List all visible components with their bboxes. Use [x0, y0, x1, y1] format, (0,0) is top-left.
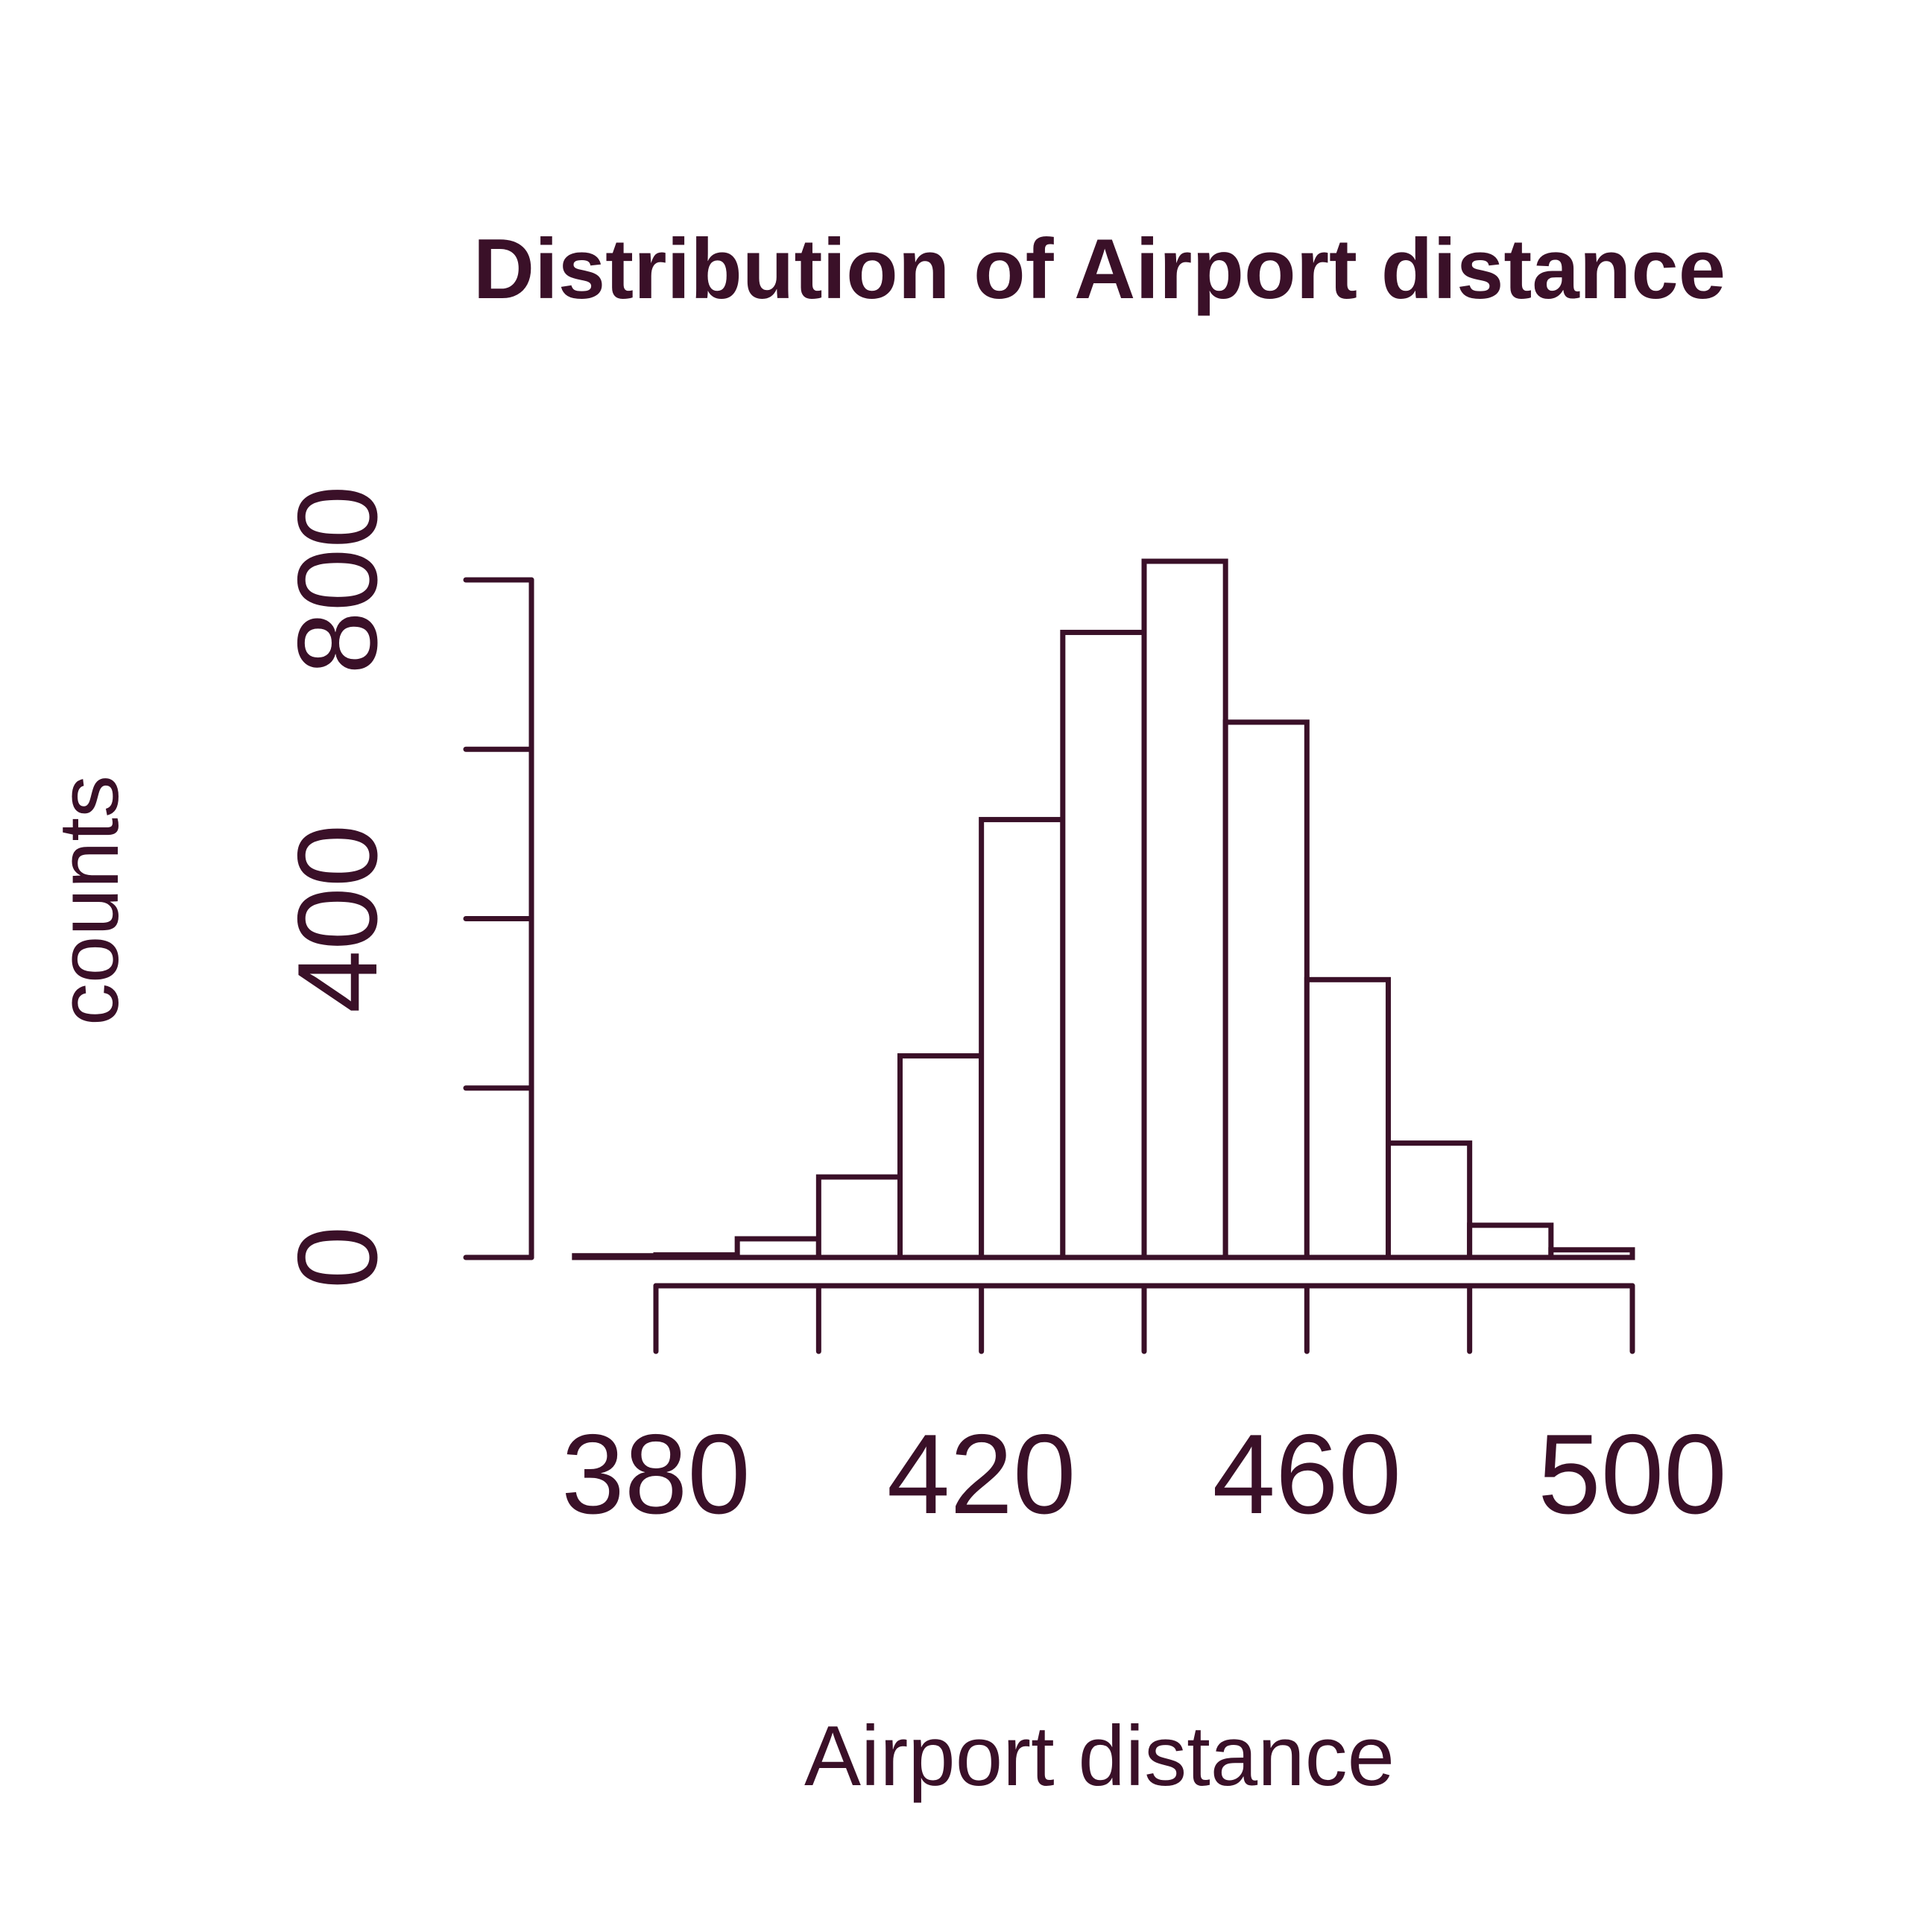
- histogram-bars: [572, 558, 1635, 1260]
- x-axis-label: Airport distance: [804, 1709, 1395, 1804]
- y-tick-label-400: 400: [274, 824, 401, 1014]
- y-tick-label-0: 0: [274, 1226, 401, 1289]
- histogram-bar-5: [979, 817, 1066, 1260]
- y-axis-label: counts: [42, 775, 136, 1026]
- histogram-bar-6: [1060, 629, 1147, 1260]
- x-axis: 380 420 460 500: [561, 1283, 1727, 1538]
- histogram-bar-8: [1222, 719, 1310, 1260]
- x-tick-label-460: 460: [1213, 1411, 1402, 1538]
- histogram-bar-1: [653, 1252, 740, 1260]
- histogram-bar-3: [815, 1174, 903, 1260]
- x-tick-label-420: 420: [887, 1411, 1076, 1538]
- histogram-bar-12: [1548, 1247, 1635, 1260]
- y-tick-label-800: 800: [274, 485, 401, 675]
- histogram-bar-4: [897, 1053, 985, 1260]
- histogram-bar-11: [1467, 1222, 1554, 1260]
- histogram-bar-9: [1304, 976, 1392, 1260]
- histogram-bar-2: [734, 1236, 821, 1260]
- chart-title: Distribution of Airport distance: [473, 222, 1726, 317]
- histogram-bar-10: [1386, 1140, 1473, 1260]
- x-tick-label-500: 500: [1538, 1411, 1727, 1538]
- histogram-bar-0: [572, 1253, 659, 1260]
- x-tick-label-380: 380: [561, 1411, 751, 1538]
- histogram-bar-7: [1141, 558, 1228, 1260]
- y-axis: 0 400 800: [274, 485, 534, 1289]
